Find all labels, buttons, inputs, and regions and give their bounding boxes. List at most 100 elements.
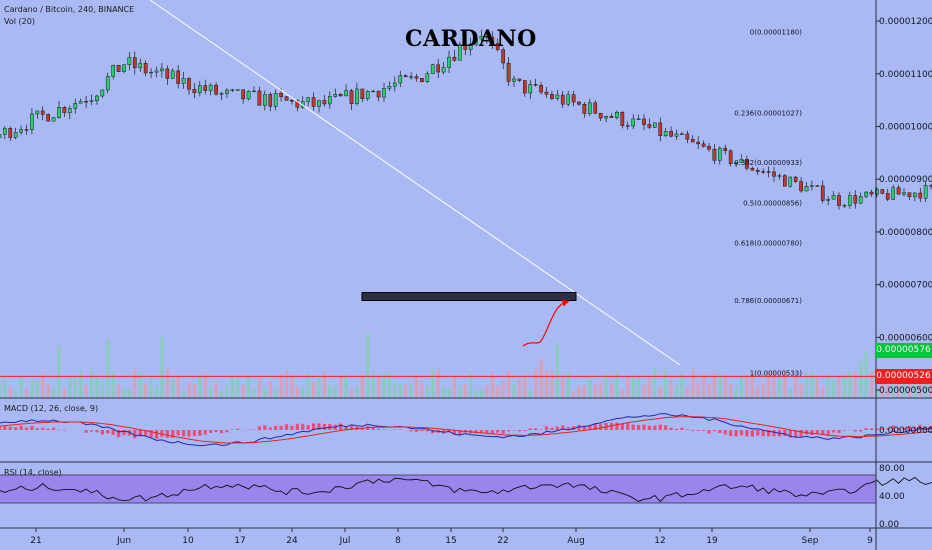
candle-body <box>89 100 94 102</box>
macd-histogram-bar <box>669 427 673 430</box>
volume-bar <box>295 386 299 397</box>
macd-histogram-bar <box>62 430 67 431</box>
volume-bar <box>274 388 278 397</box>
volume-bar <box>707 384 711 397</box>
candle-body <box>333 94 338 97</box>
candle-body <box>295 100 300 108</box>
symbol-line[interactable]: Cardano / Bitcoin, 240, BINANCE <box>4 5 135 14</box>
price-tick-label: 0.00000500 <box>879 386 932 396</box>
macd-histogram-bar <box>236 428 240 430</box>
macd-histogram-bar <box>566 427 570 430</box>
volume-bar <box>382 372 386 397</box>
candle-body <box>734 162 738 164</box>
rsi-band <box>0 475 876 503</box>
candle-body <box>539 85 543 93</box>
volume-bar <box>447 387 451 397</box>
macd-histogram-bar <box>360 427 364 430</box>
volume-label[interactable]: Vol (20) <box>4 17 35 26</box>
candle-body <box>252 90 256 92</box>
macd-histogram-bar <box>187 430 191 437</box>
candle-body <box>246 90 251 100</box>
candle-body <box>376 90 381 98</box>
candle-body <box>322 100 327 105</box>
macd-histogram-bar <box>14 427 18 430</box>
volume-bar <box>653 367 657 397</box>
volume-bar <box>528 389 532 397</box>
macd-histogram-bar <box>582 425 587 430</box>
macd-label[interactable]: MACD (12, 26, close, 9) <box>4 404 99 413</box>
macd-histogram-bar <box>837 430 841 434</box>
volume-bar <box>79 370 83 397</box>
candle-body <box>143 63 148 74</box>
candle-body <box>582 104 587 114</box>
macd-histogram-bar <box>913 427 917 430</box>
volume-bar <box>111 371 115 397</box>
candle-body <box>653 122 657 128</box>
macd-histogram-bar <box>192 430 197 437</box>
time-tick-label: Jul <box>339 536 351 546</box>
candle-body <box>208 84 213 91</box>
candle-body <box>328 96 332 105</box>
volume-bar <box>165 369 169 397</box>
macd-histogram-bar <box>539 429 543 430</box>
candle-body <box>138 63 143 69</box>
candle-body <box>214 84 218 95</box>
macd-histogram-bar <box>593 423 597 430</box>
time-tick-label: 24 <box>286 536 298 546</box>
macd-histogram-bar <box>35 428 39 430</box>
time-tick-label: 17 <box>234 536 245 546</box>
macd-histogram-bar <box>875 428 879 430</box>
rsi-label[interactable]: RSI (14, close) <box>4 468 62 477</box>
candle-body <box>858 196 863 204</box>
volume-bar <box>615 372 619 397</box>
candle-body <box>588 102 592 114</box>
candle-body <box>685 133 690 140</box>
volume-bar <box>880 376 884 397</box>
trend-line[interactable] <box>149 0 681 366</box>
volume-bar <box>582 384 587 397</box>
current-price-tag: 0.00000576 <box>875 343 932 359</box>
candle-body <box>848 195 852 206</box>
volume-bar <box>171 380 175 397</box>
macd-histogram-bar <box>664 425 668 430</box>
candle-body <box>382 88 386 98</box>
macd-histogram-bar <box>918 424 922 430</box>
macd-histogram-bar <box>474 430 478 434</box>
macd-histogram-bar <box>41 427 45 430</box>
candle-body <box>745 159 749 169</box>
macd-tick-label: 0.00000000 <box>879 426 932 436</box>
macd-histogram-bar <box>723 430 727 435</box>
candle-body <box>577 101 581 105</box>
volume-bar <box>831 379 836 397</box>
candle-body <box>403 75 408 78</box>
macd-histogram-bar <box>734 430 738 437</box>
volume-bar <box>360 374 364 397</box>
candle-body <box>788 176 793 187</box>
macd-histogram-bar <box>696 430 700 431</box>
volume-bar <box>674 385 679 397</box>
candle-body <box>923 185 928 199</box>
volume-bar <box>794 376 798 397</box>
candle-body <box>615 112 619 118</box>
macd-histogram-bar <box>209 430 213 433</box>
volume-bar <box>826 374 830 397</box>
macd-histogram-bar <box>680 427 684 430</box>
macd-histogram-bar <box>111 430 115 435</box>
candle-body <box>625 125 630 127</box>
candle-body <box>560 94 565 105</box>
volume-bar <box>534 369 538 397</box>
volume-bar <box>209 387 213 397</box>
macd-histogram-bar <box>701 430 706 431</box>
macd-histogram-bar <box>203 430 207 435</box>
volume-bar <box>441 387 446 397</box>
volume-bar <box>555 343 559 397</box>
volume-bar <box>810 371 814 397</box>
volume-bar <box>144 383 148 397</box>
candle-body <box>517 78 522 81</box>
projection-arrow[interactable] <box>522 299 570 347</box>
candle-body <box>598 112 603 119</box>
resistance-zone[interactable] <box>361 292 577 301</box>
